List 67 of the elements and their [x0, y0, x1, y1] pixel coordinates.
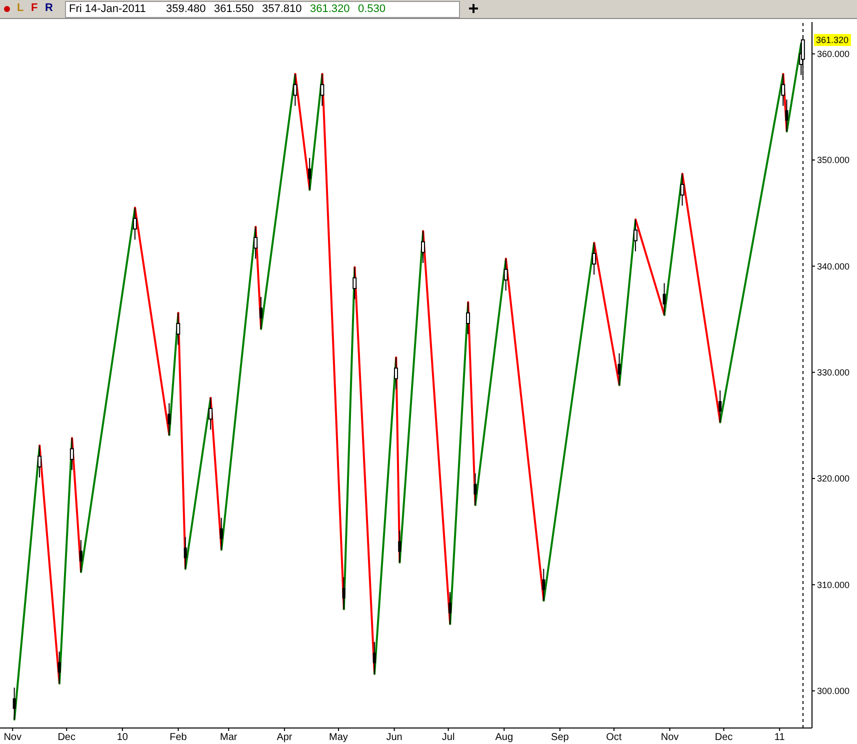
y-tick-label: 310.000 — [817, 580, 850, 590]
x-tick-label: Nov — [4, 732, 22, 744]
x-tick-label: 11 — [774, 732, 786, 744]
candlestick — [342, 576, 346, 610]
candlestick — [168, 402, 171, 436]
x-tick-label: Sep — [551, 732, 570, 744]
x-tick-label: Nov — [660, 732, 679, 744]
candlestick — [781, 74, 786, 106]
text: F — [31, 2, 38, 14]
x-tick-label: Apr — [276, 732, 293, 744]
candlestick — [394, 356, 398, 390]
x-tick-label: 10 — [116, 732, 128, 744]
text: 357.810 — [262, 3, 302, 15]
candlestick — [220, 517, 223, 550]
x-tick-label: Dec — [58, 732, 76, 744]
text: 361.320 — [310, 3, 350, 15]
x-tick-label: Oct — [606, 732, 622, 744]
x-tick-label: Jun — [386, 732, 402, 744]
text: R — [45, 2, 53, 14]
annotation: 361.320 — [814, 34, 851, 46]
candlestick — [662, 282, 666, 316]
text: 359.480 — [166, 3, 206, 15]
candlestick — [718, 390, 722, 423]
x-tick-label: May — [329, 732, 348, 744]
candlestick — [70, 438, 74, 471]
candlestick — [618, 352, 621, 386]
candlestick — [58, 651, 61, 684]
y-tick-label: 330.000 — [817, 368, 850, 378]
candlestick — [208, 397, 213, 430]
x-tick-label: Dec — [714, 732, 733, 744]
candlestick — [259, 296, 262, 330]
candlestick — [592, 242, 596, 276]
candlestick — [132, 207, 137, 240]
candlestick — [466, 302, 470, 335]
y-tick-label: 350.000 — [817, 155, 850, 166]
candlestick — [79, 540, 82, 572]
candlestick — [308, 157, 312, 190]
text: 361.550 — [214, 3, 254, 15]
y-tick-label: 320.000 — [817, 474, 850, 484]
x-tick-label: Mar — [220, 732, 238, 744]
y-tick-label: 360.000 — [817, 49, 850, 60]
x-tick-label: Jul — [442, 732, 455, 744]
candlestick — [785, 99, 788, 132]
candlestick — [12, 687, 16, 720]
x-tick-label: Aug — [495, 732, 514, 744]
candlestick — [448, 592, 452, 624]
candlestick — [38, 445, 42, 478]
candlestick — [320, 74, 324, 106]
text: L — [17, 2, 24, 14]
candlestick — [372, 642, 376, 674]
y-tick-label: 300.000 — [817, 686, 850, 696]
candlestick — [398, 530, 402, 563]
candlestick — [633, 218, 638, 252]
candlestick — [421, 230, 426, 264]
candlestick — [504, 258, 508, 292]
candlestick — [176, 312, 180, 346]
candlestick — [184, 536, 187, 570]
text: Fri 14-Jan-2011 — [69, 3, 146, 15]
candlestick — [352, 266, 357, 300]
candlestick — [542, 568, 546, 602]
candlestick — [293, 74, 298, 106]
candlestick — [254, 226, 258, 260]
y-tick-label: 340.000 — [817, 261, 850, 272]
candlestick — [680, 173, 684, 206]
text: 0.530 — [358, 3, 386, 15]
candlestick — [474, 472, 477, 506]
x-tick-label: Feb — [170, 732, 188, 744]
